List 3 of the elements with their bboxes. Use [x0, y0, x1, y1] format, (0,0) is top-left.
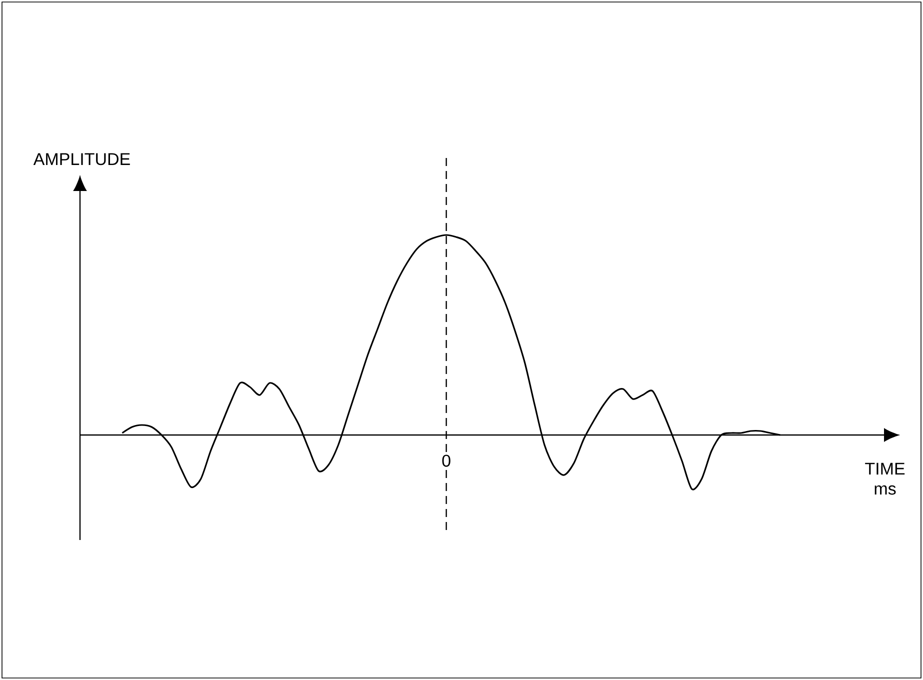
annotation: 0: [442, 454, 450, 467]
y-axis-title: AMPLITUDE: [33, 153, 130, 166]
x-axis-title: TIME ms: [865, 462, 905, 495]
